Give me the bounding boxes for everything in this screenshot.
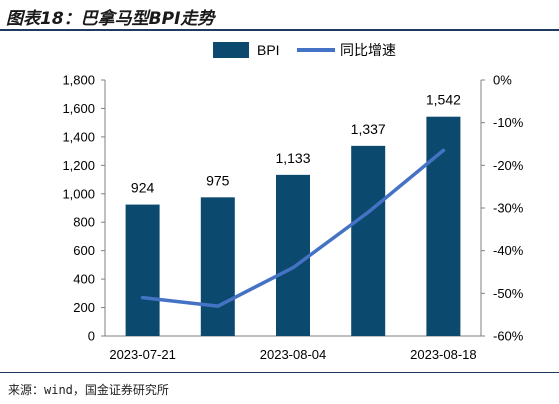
bpi-data-label: 924 [131, 180, 155, 196]
bpi-data-label: 1,337 [351, 121, 386, 137]
right-axis-tick-label: -60% [493, 329, 524, 344]
right-axis-tick-label: -50% [493, 286, 524, 301]
left-axis-tick-label: 1,600 [62, 101, 95, 116]
bpi-bar [351, 145, 386, 336]
left-axis-tick-label: 1,400 [62, 129, 95, 144]
bpi-bar [125, 204, 160, 336]
bpi-data-label: 975 [206, 172, 230, 188]
footer-divider [0, 372, 559, 373]
x-axis-tick-label: 2023-07-21 [109, 347, 176, 362]
x-axis-tick-label: 2023-08-04 [260, 347, 327, 362]
left-axis-tick-label: 800 [73, 215, 95, 230]
left-axis-tick-label: 0 [88, 329, 95, 344]
left-axis-tick-label: 1,800 [62, 73, 95, 88]
left-axis-tick-label: 600 [73, 243, 95, 258]
title-divider [0, 29, 559, 31]
bpi-data-label: 1,133 [275, 150, 310, 166]
x-axis-tick-label: 2023-08-18 [410, 347, 477, 362]
bpi-bar [276, 174, 310, 336]
right-axis-tick-label: -20% [493, 158, 524, 173]
right-axis-tick-label: -10% [493, 115, 524, 130]
bpi-data-label: 1,542 [426, 92, 461, 108]
left-axis-tick-label: 1,000 [62, 186, 95, 201]
source-note: 来源：wind，国金证券研究所 [8, 383, 169, 397]
bpi-chart: 0 200 400 600 800 1,000 1,200 1,400 1,600 1,800 0%… [62, 42, 524, 362]
chart-title: 图表18：巴拿马型BPI走势 [6, 9, 215, 29]
legend-yoy-label: 同比增速 [340, 43, 396, 59]
left-axis-tick-label: 400 [73, 272, 95, 287]
right-axis-tick-label: 0% [493, 73, 512, 88]
right-axis-tick-label: -30% [493, 201, 524, 216]
left-axis-tick-label: 200 [73, 300, 95, 315]
bpi-bar [200, 197, 235, 336]
bpi-bar [426, 116, 461, 337]
right-axis-tick-label: -40% [493, 243, 524, 258]
legend-bpi-swatch [213, 42, 249, 58]
legend-bpi-label: BPI [257, 42, 280, 58]
left-axis-tick-label: 1,200 [62, 158, 95, 173]
